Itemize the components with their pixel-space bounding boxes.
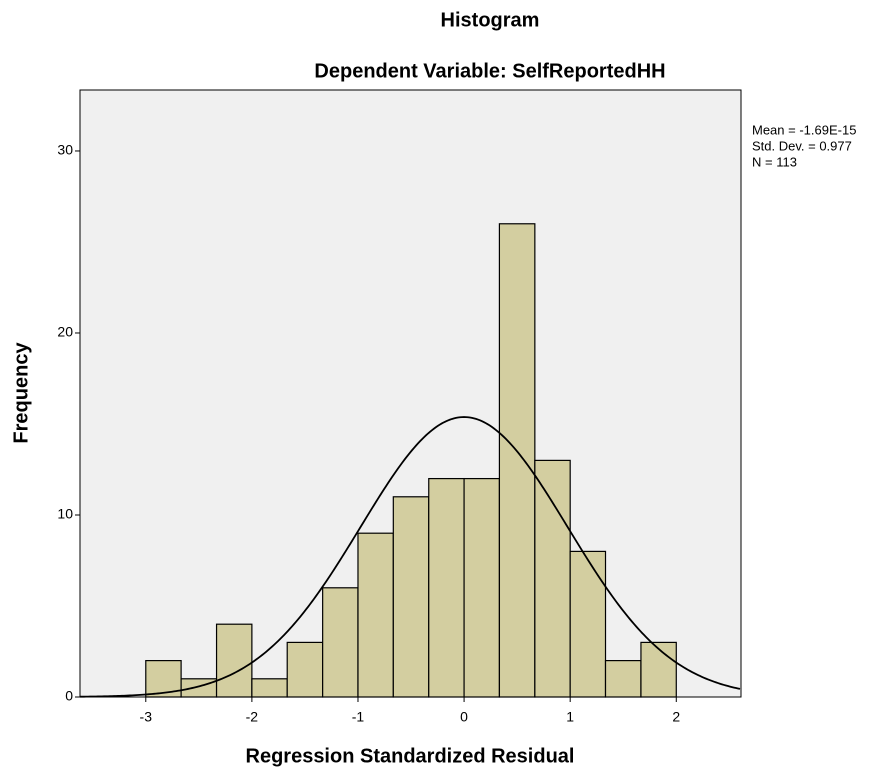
bar (534, 459, 571, 698)
normal-curve (79, 416, 741, 698)
bar (286, 641, 324, 698)
annotation: Std. Dev. = 0.977 (752, 138, 852, 153)
bar (428, 477, 465, 698)
x-tick-label: 0 (460, 709, 468, 725)
x-tick-label: 2 (672, 709, 680, 725)
bar (640, 641, 677, 698)
bar (498, 223, 536, 698)
bar (463, 477, 501, 698)
y-tick-label: 30 (57, 142, 73, 158)
x-axis-label: Regression Standardized Residual (246, 745, 575, 767)
bar (322, 587, 359, 698)
x-tick-label: -2 (246, 709, 259, 725)
x-tick-label: -3 (140, 709, 153, 725)
annotation: N = 113 (752, 154, 797, 169)
y-tick-label: 10 (57, 506, 73, 522)
annotation: Mean = -1.69E-15 (752, 122, 856, 137)
bar (569, 550, 607, 698)
y-axis-label: Frequency (10, 342, 32, 444)
bar (604, 659, 642, 698)
chart-subtitle: Dependent Variable: SelfReportedHH (314, 60, 665, 82)
chart-title: Histogram (441, 9, 540, 31)
bar (215, 623, 253, 698)
bar (357, 532, 394, 698)
x-tick-label: 1 (566, 709, 574, 725)
y-tick-label: 0 (65, 688, 73, 704)
plot-border (79, 89, 742, 698)
bar (180, 678, 218, 698)
x-tick-label: -1 (352, 709, 365, 725)
y-tick-label: 20 (57, 324, 73, 340)
bar (251, 678, 288, 698)
bar (392, 496, 430, 698)
